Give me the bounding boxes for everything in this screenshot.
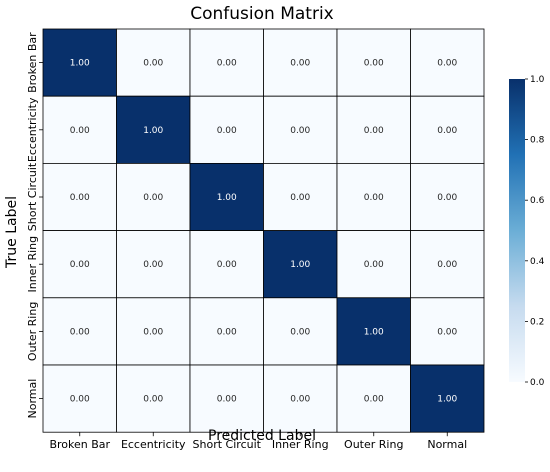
- cell-value-label: 0.00: [143, 395, 163, 405]
- y-tick-label: Outer Ring: [26, 302, 39, 361]
- y-tick-label: Broken Bar: [26, 32, 39, 93]
- heatmap-cell: [116, 95, 191, 164]
- x-tick-label: Short Circuit: [193, 438, 262, 451]
- cell-value-label: 0.00: [217, 126, 237, 136]
- heatmap-cell: [116, 230, 191, 299]
- cell-value-label: 1.00: [217, 193, 237, 203]
- heatmap-cell: [42, 297, 117, 366]
- heatmap-cell: [42, 162, 117, 231]
- chart-title: Confusion Matrix: [190, 4, 334, 24]
- colorbar-tick-label: 1.0: [530, 75, 545, 85]
- heatmap-cell: [189, 162, 264, 231]
- cell-value-label: 0.00: [437, 59, 457, 69]
- cell-value-label: 0.00: [437, 126, 457, 136]
- heatmap-cell: [42, 230, 117, 299]
- heatmap-cell: [263, 95, 338, 164]
- heatmap-cell: [336, 230, 411, 299]
- cell-value-label: 0.00: [437, 327, 457, 337]
- y-tick-label: Normal: [26, 379, 39, 419]
- colorbar: 0.0 0.2 0.4 0.6 0.8 1.0: [509, 75, 545, 388]
- cell-value-label: 0.00: [437, 193, 457, 203]
- cell-value-label: 0.00: [290, 395, 310, 405]
- cell-value-label: 0.00: [217, 59, 237, 69]
- cell-value-label: 0.00: [290, 327, 310, 337]
- heatmap-cell: [189, 28, 264, 97]
- heatmap-cell: [410, 95, 485, 164]
- x-tick-label: Normal: [427, 438, 467, 451]
- cell-value-label: 0.00: [364, 395, 384, 405]
- heatmap-cell: [42, 28, 117, 97]
- colorbar-tick-label: 0.2: [530, 317, 544, 327]
- cell-value-label: 0.00: [437, 260, 457, 270]
- cell-value-label: 0.00: [70, 327, 90, 337]
- cell-value-label: 0.00: [364, 260, 384, 270]
- x-tick-label: Broken Bar: [49, 438, 110, 451]
- cell-value-label: 0.00: [290, 126, 310, 136]
- heatmap-cell: [189, 297, 264, 366]
- y-axis-label: True Label: [4, 196, 20, 269]
- cell-value-label: 0.00: [143, 260, 163, 270]
- cell-value-label: 0.00: [364, 193, 384, 203]
- cell-value-label: 1.00: [143, 126, 163, 136]
- heatmap-cell: [410, 230, 485, 299]
- heatmap-cell: [336, 297, 411, 366]
- cell-value-label: 1.00: [437, 395, 457, 405]
- x-tick-label: Inner Ring: [272, 438, 329, 451]
- cell-value-label: 1.00: [290, 260, 310, 270]
- cell-value-label: 0.00: [143, 59, 163, 69]
- heatmap-cell: [263, 297, 338, 366]
- heatmap-cell: [263, 230, 338, 299]
- heatmap-cell: [336, 162, 411, 231]
- cell-value-label: 0.00: [70, 193, 90, 203]
- cell-value-label: 0.00: [70, 260, 90, 270]
- y-tick-label: Eccentricity: [26, 97, 39, 162]
- x-axis-label: Predicted Label: [208, 428, 316, 444]
- heatmap-cell: [263, 28, 338, 97]
- cell-value-label: 0.00: [364, 126, 384, 136]
- heatmap-cell: [42, 364, 117, 433]
- cell-value-label: 0.00: [290, 193, 310, 203]
- heatmap-cell: [410, 162, 485, 231]
- cell-value-label: 0.00: [364, 59, 384, 69]
- cell-value-label: 0.00: [290, 59, 310, 69]
- heatmap-cell: [336, 28, 411, 97]
- cell-value-label: 0.00: [217, 260, 237, 270]
- x-tick-label: Outer Ring: [344, 438, 403, 451]
- heatmap-cell: [336, 364, 411, 433]
- x-tick-labels: Broken Bar Eccentricity Short Circuit Inner…: [49, 432, 467, 451]
- cell-value-label: 0.00: [217, 395, 237, 405]
- cell-value-label: 1.00: [364, 327, 384, 337]
- cell-value-label: 0.00: [70, 126, 90, 136]
- heatmap-cell: [263, 162, 338, 231]
- x-tick-label: Eccentricity: [121, 438, 186, 451]
- cell-value-label: 0.00: [70, 395, 90, 405]
- colorbar-tick-label: 0.6: [530, 196, 545, 206]
- colorbar-tick-label: 0.0: [530, 378, 545, 388]
- heatmap-cell: [410, 364, 485, 433]
- cell-value-label: 1.00: [70, 59, 90, 69]
- cell-value-label: 0.00: [143, 193, 163, 203]
- y-tick-label: Inner Ring: [26, 236, 39, 293]
- heatmap-cell: [410, 297, 485, 366]
- heatmap-cells: 1.00 0.00 0.00 0.00 0.00 0.00 0.00 1.00 0.00 0.00…: [42, 28, 485, 433]
- cell-value-label: 0.00: [143, 327, 163, 337]
- cell-value-label: 0.00: [217, 327, 237, 337]
- heatmap-cell: [116, 162, 191, 231]
- colorbar-tick-label: 0.8: [530, 136, 545, 146]
- heatmap-cell: [189, 230, 264, 299]
- heatmap-cell: [116, 28, 191, 97]
- y-tick-label: Short Circuit: [26, 162, 39, 231]
- colorbar-gradient: [509, 79, 525, 382]
- colorbar-tick-label: 0.4: [530, 257, 545, 267]
- heatmap-cell: [410, 28, 485, 97]
